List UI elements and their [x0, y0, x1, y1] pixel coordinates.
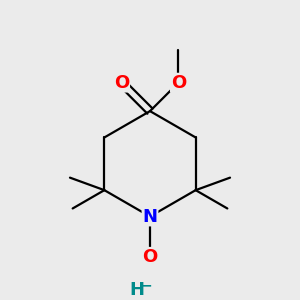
Text: O: O: [142, 248, 158, 266]
Text: −: −: [140, 278, 152, 292]
Text: N: N: [142, 208, 158, 226]
Text: H: H: [129, 281, 144, 299]
Text: O: O: [171, 74, 186, 92]
Text: O: O: [114, 74, 129, 92]
